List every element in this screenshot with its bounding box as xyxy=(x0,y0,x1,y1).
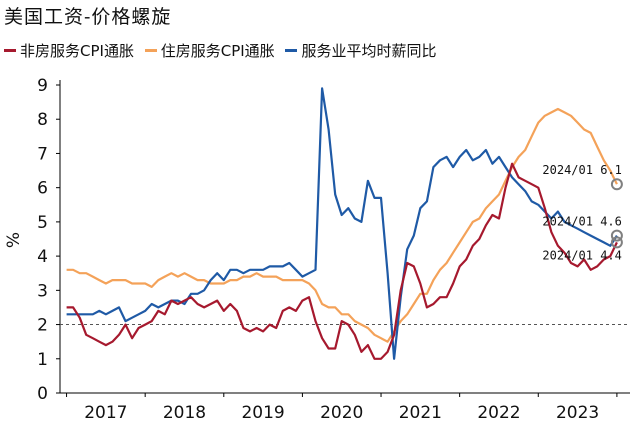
annotation-marker xyxy=(610,236,623,249)
annotation-marker xyxy=(610,178,623,191)
series-line-nonhousing-services xyxy=(66,162,618,360)
x-tick-label: 2020 xyxy=(320,403,363,423)
y-tick-label: 3 xyxy=(37,281,48,301)
legend-item-nonhousing-services: 非房服务CPI通胀 xyxy=(4,40,134,61)
x-tick-label: 2021 xyxy=(399,403,442,423)
series-group xyxy=(66,87,618,360)
y-axis-label: % xyxy=(4,232,24,248)
y-tick-label: 8 xyxy=(37,110,48,130)
legend-label-nonhousing-services: 非房服务CPI通胀 xyxy=(20,42,134,60)
legend-label-housing-services: 住房服务CPI通胀 xyxy=(160,42,275,60)
legend-item-service-wages: 服务业平均时薪同比 xyxy=(285,40,436,61)
y-tick-label: 0 xyxy=(37,384,48,404)
x-tick-label: 2022 xyxy=(477,403,520,423)
annotation-group: 2024/01 6.1 2024/01 4.6 2024/01 4.4 xyxy=(542,163,623,262)
y-tick-label: 5 xyxy=(37,213,48,233)
chart-title: 美国工资-价格螺旋 xyxy=(4,6,172,28)
annotation-marker xyxy=(610,229,623,242)
series-line-service-wages xyxy=(66,87,618,360)
x-tick-label: 2017 xyxy=(84,403,127,423)
y-tick-label: 6 xyxy=(37,179,48,199)
y-tick-label: 7 xyxy=(37,144,48,164)
y-tick-label: 2 xyxy=(37,316,48,336)
legend-swatch-nonhousing-services xyxy=(4,49,16,52)
legend-label-service-wages: 服务业平均时薪同比 xyxy=(301,42,437,60)
y-tick-label: 1 xyxy=(37,350,48,370)
y-tick-label: 4 xyxy=(37,247,48,267)
x-tick-label: 2018 xyxy=(163,403,206,423)
legend-item-housing-services: 住房服务CPI通胀 xyxy=(144,40,275,61)
legend-swatch-service-wages xyxy=(285,49,298,52)
legend: 非房服务CPI通胀 住房服务CPI通胀 服务业平均时薪同比 xyxy=(4,38,640,61)
x-tick-label: 2023 xyxy=(556,403,599,423)
axes: 0 1 2 3 4 5 6 7 8 9% 2017 2018 2019 2020 2021 2022 2023 xyxy=(4,76,630,423)
x-tick-label: 2019 xyxy=(241,403,284,423)
annotation-label: 2024/01 4.6 xyxy=(542,215,621,229)
legend-swatch-housing-services xyxy=(144,49,157,52)
series-line-housing-services xyxy=(66,107,618,343)
annotation-label: 2024/01 4.4 xyxy=(542,248,621,262)
y-tick-label: 9 xyxy=(37,76,48,96)
annotation-label: 2024/01 6.1 xyxy=(542,163,621,177)
